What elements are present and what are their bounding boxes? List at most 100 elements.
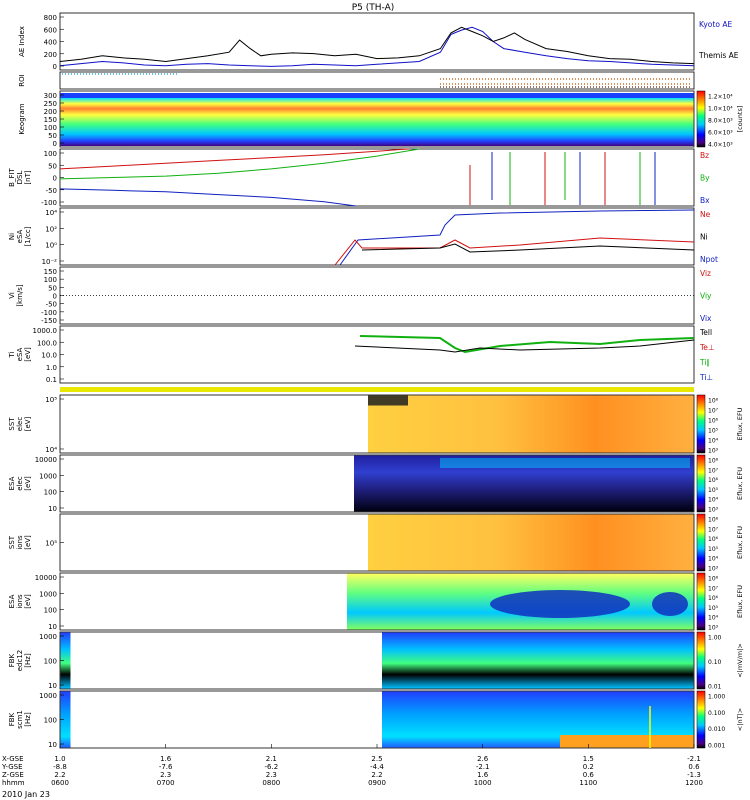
ti-ytick-label: 100.0 xyxy=(37,339,57,347)
sst_i-axis-label: SST xyxy=(8,535,16,549)
fbk2-colorbar-tick: 1.000 xyxy=(708,694,725,701)
sst_e-ytick-label: 10⁴ xyxy=(45,446,57,454)
bfit-ytick-label: 50 xyxy=(48,162,57,170)
vi-legend-Viy: Viy xyxy=(700,292,712,301)
xaxis-row-label: hhmm xyxy=(2,779,25,787)
xaxis-tick-label: 0600 xyxy=(51,779,69,787)
xaxis-row-label: Y-GSE xyxy=(1,763,23,771)
xaxis-row-label: X-GSE xyxy=(2,755,24,763)
xaxis-tick-label: 2.2 xyxy=(371,771,382,779)
vi-legend-Viz: Viz xyxy=(700,269,711,278)
ni-axis-label: Ni xyxy=(8,233,16,240)
ae-series-kyoto-ae xyxy=(59,26,695,67)
ae-ytick-label: 800 xyxy=(44,14,57,22)
ti-black-curve xyxy=(354,339,695,353)
fbk1-axis-label: edc12 xyxy=(16,650,24,672)
bfit-series-bx xyxy=(59,188,356,207)
bfit-spikes xyxy=(469,152,656,205)
ae-ytick-label: 0 xyxy=(53,63,57,71)
keogram-ytick-label: 0 xyxy=(53,140,57,148)
bfit-ytick-label: 0 xyxy=(53,175,57,183)
keogram-ytick-label: 200 xyxy=(44,108,57,116)
fbk1-colorbar-label: <|mV/m|> xyxy=(736,643,744,678)
sst-ions-image xyxy=(368,514,694,571)
sst_i-colorbar-label: Eflux, EFU xyxy=(736,526,744,559)
keogram-ytick-label: 250 xyxy=(44,100,57,108)
sst_i-colorbar-tick: 10⁶ xyxy=(708,536,719,543)
keogram-top-band xyxy=(60,93,694,98)
keogram-ytick-label: 300 xyxy=(44,92,57,100)
roi-axis-label: ROI xyxy=(18,74,26,86)
ti-legend-Tell: Tell xyxy=(699,328,712,337)
esa_i-colorbar-label: Eflux, EFU xyxy=(736,585,744,618)
xaxis-tick-label: 2.6 xyxy=(477,755,489,763)
esa_e-ytick-label: 1000 xyxy=(39,472,57,480)
series-layer xyxy=(59,26,695,207)
esa_i-colorbar-tick: 10⁶ xyxy=(708,595,719,602)
fbk1-colorbar-tick: 1.00 xyxy=(708,635,722,642)
esa-ions-frame xyxy=(59,572,695,631)
sst_e-colorbar-tick: 10⁴ xyxy=(708,438,719,445)
esa_i-colorbar-tick: 10⁴ xyxy=(708,615,719,622)
esa_i-axis-label: ESA xyxy=(8,594,16,608)
esa_e-axis-label: [eV] xyxy=(24,476,32,491)
keogram-colorbar-tick: 4.0×10³ xyxy=(708,142,733,149)
esa_i-colorbar-tick: 10³ xyxy=(708,625,719,632)
esa_i-axis-label: [eV] xyxy=(24,594,32,609)
xaxis-row-label: Z-GSE xyxy=(2,771,24,779)
ni-ytick-label: 10⁰ xyxy=(45,242,57,250)
xaxis-tick-label: 1.5 xyxy=(583,755,594,763)
xaxis-tick-label: 2.3 xyxy=(266,771,277,779)
ae-ytick-label: 600 xyxy=(44,26,57,34)
ti-axis-label: Ti xyxy=(8,351,16,358)
keogram-image xyxy=(60,98,694,146)
roi-frame xyxy=(59,71,695,90)
sst_e-colorbar-tick: 10⁶ xyxy=(708,418,719,425)
xaxis-tick-label: 0.6 xyxy=(583,771,595,779)
fbk-scm1-colorbar xyxy=(696,690,706,749)
x-axis: X-GSEY-GSEZ-GSEhhmm1.0-8.82.206001.6-7.6… xyxy=(1,744,703,787)
xaxis-tick-label: 2.3 xyxy=(160,771,171,779)
vi-ytick-label: -100 xyxy=(41,309,57,317)
spectrogram-fills xyxy=(60,93,694,748)
vi-ytick-label: -50 xyxy=(46,301,57,309)
fbk1-ytick-label: 100 xyxy=(44,658,57,666)
sst_e-colorbar-tick: 10⁵ xyxy=(708,428,719,435)
xaxis-tick-label: -2.1 xyxy=(687,755,701,763)
sst_e-axis-label: [eV] xyxy=(24,416,32,431)
keogram-colorbar-label: [counts] xyxy=(736,106,744,133)
ni-npot-curve xyxy=(339,209,695,266)
legend-kyoto-ae: Kyoto AE xyxy=(699,20,732,29)
fbk2-ytick-label: 100 xyxy=(44,717,57,725)
ti-ytick-label: 10.0 xyxy=(41,352,57,360)
fbk1-colorbar-tick: 0.01 xyxy=(708,684,722,691)
esa_e-axis-label: elec xyxy=(16,476,24,491)
ni-axis-label: [1/cc] xyxy=(24,226,32,246)
sst_i-ytick-label: 10⁵ xyxy=(45,540,57,548)
bfit-legend-Bz: Bz xyxy=(700,151,709,160)
fbk1-colorbar-tick: 0.10 xyxy=(708,659,722,666)
fbk2-ytick-label: 1000 xyxy=(39,692,57,700)
vi-axis-label: [km/s] xyxy=(16,284,24,307)
sst_i-colorbar-tick: 10³ xyxy=(708,566,719,573)
esa-elec-colorbar xyxy=(696,454,706,513)
esa_e-colorbar-tick: 10⁶ xyxy=(708,477,719,484)
xaxis-tick-label: 0800 xyxy=(262,779,280,787)
fbk2-axis-label: FBK xyxy=(8,712,16,726)
fbk1-ytick-label: 1000 xyxy=(39,633,57,641)
ti-axis-label: eSA xyxy=(16,347,24,361)
xaxis-tick-label: -2.1 xyxy=(476,763,490,771)
sst_i-colorbar-tick: 10⁸ xyxy=(708,517,719,524)
xaxis-tick-label: 1200 xyxy=(685,779,703,787)
esa_e-colorbar-tick: 10⁸ xyxy=(708,458,719,465)
sst_e-axis-label: elec xyxy=(16,417,24,432)
xaxis-tick-label: 0.2 xyxy=(583,763,594,771)
ni-legend-Ne: Ne xyxy=(700,210,711,219)
panel-frames xyxy=(59,12,695,749)
ni-frame xyxy=(59,207,695,266)
ti-green-curve xyxy=(359,335,695,354)
esa_i-axis-label: ions xyxy=(16,594,24,609)
sst_e-ytick-label: 10⁵ xyxy=(45,396,57,404)
esa_i-ytick-label: 1000 xyxy=(39,590,57,598)
xaxis-tick-label: 2.5 xyxy=(371,755,382,763)
